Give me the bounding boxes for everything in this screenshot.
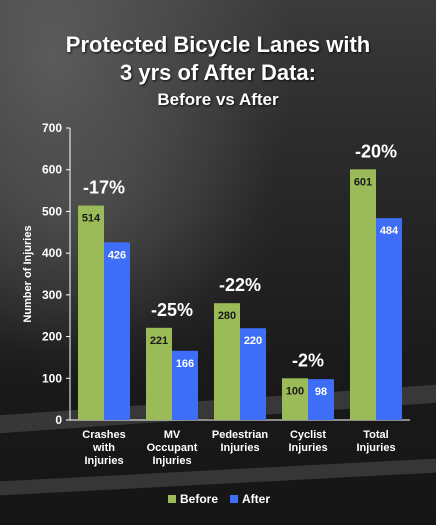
y-axis-label: Number of Injuries — [22, 225, 34, 322]
change-annotation: -22% — [219, 275, 261, 295]
legend-swatch-before — [168, 495, 176, 503]
bar-after — [172, 350, 198, 420]
x-category-label: Crashes — [82, 429, 125, 441]
y-tick-label: 400 — [42, 246, 62, 260]
bar-after — [308, 379, 334, 420]
bar-value-label: 221 — [150, 335, 168, 347]
y-tick-label: 600 — [42, 163, 62, 177]
x-category-label: Pedestrian — [212, 429, 269, 441]
bar-before — [146, 327, 172, 420]
x-category-label: Injuries — [288, 442, 327, 454]
bar-value-label: 484 — [380, 225, 399, 237]
bar-value-label: 100 — [286, 385, 304, 397]
bar-before — [214, 303, 240, 420]
y-tick-label: 300 — [42, 288, 62, 302]
change-annotation: -20% — [355, 141, 397, 161]
bar-value-label: 166 — [176, 358, 194, 370]
legend-item-after: After — [230, 492, 270, 506]
bar-value-label: 280 — [218, 310, 236, 322]
x-category-label: Injuries — [84, 455, 123, 467]
bar-value-label: 426 — [108, 249, 126, 261]
bar-value-label: 98 — [315, 386, 327, 398]
change-annotation: -2% — [292, 350, 324, 370]
chart-subtitle: Before vs After — [157, 90, 279, 109]
chart-legend: Before After — [168, 492, 270, 506]
bar-value-label: 220 — [244, 335, 262, 347]
bar-value-label: 514 — [82, 213, 101, 225]
change-annotation: -17% — [83, 178, 125, 198]
bar-after — [104, 242, 130, 420]
change-annotation: -25% — [151, 300, 193, 320]
legend-item-before: Before — [168, 492, 218, 506]
x-category-label: Injuries — [356, 442, 395, 454]
chart-title-line-1: Protected Bicycle Lanes with — [65, 32, 371, 57]
y-tick-label: 200 — [42, 330, 62, 344]
x-category-label: with — [92, 442, 115, 454]
legend-label-after: After — [242, 492, 271, 506]
x-category-label: Injuries — [152, 455, 191, 467]
legend-swatch-after — [230, 495, 239, 503]
y-tick-label: 0 — [55, 413, 62, 427]
y-tick-label: 700 — [42, 121, 62, 135]
legend-label-before: Before — [180, 492, 219, 506]
bar-after — [240, 328, 266, 420]
y-tick-label: 100 — [42, 371, 62, 385]
bar-after — [376, 218, 402, 420]
bar-before — [350, 169, 376, 420]
bar-before — [78, 205, 104, 420]
x-category-label: Total — [363, 429, 388, 441]
bar-value-label: 601 — [354, 176, 372, 188]
chart-title-line-2: 3 yrs of After Data: — [119, 60, 316, 85]
x-category-label: Occupant — [147, 442, 198, 454]
bar-before — [282, 378, 308, 420]
x-category-label: MV — [164, 429, 181, 441]
x-category-label: Cyclist — [290, 429, 326, 441]
y-tick-label: 500 — [42, 204, 62, 218]
x-category-label: Injuries — [220, 442, 259, 454]
